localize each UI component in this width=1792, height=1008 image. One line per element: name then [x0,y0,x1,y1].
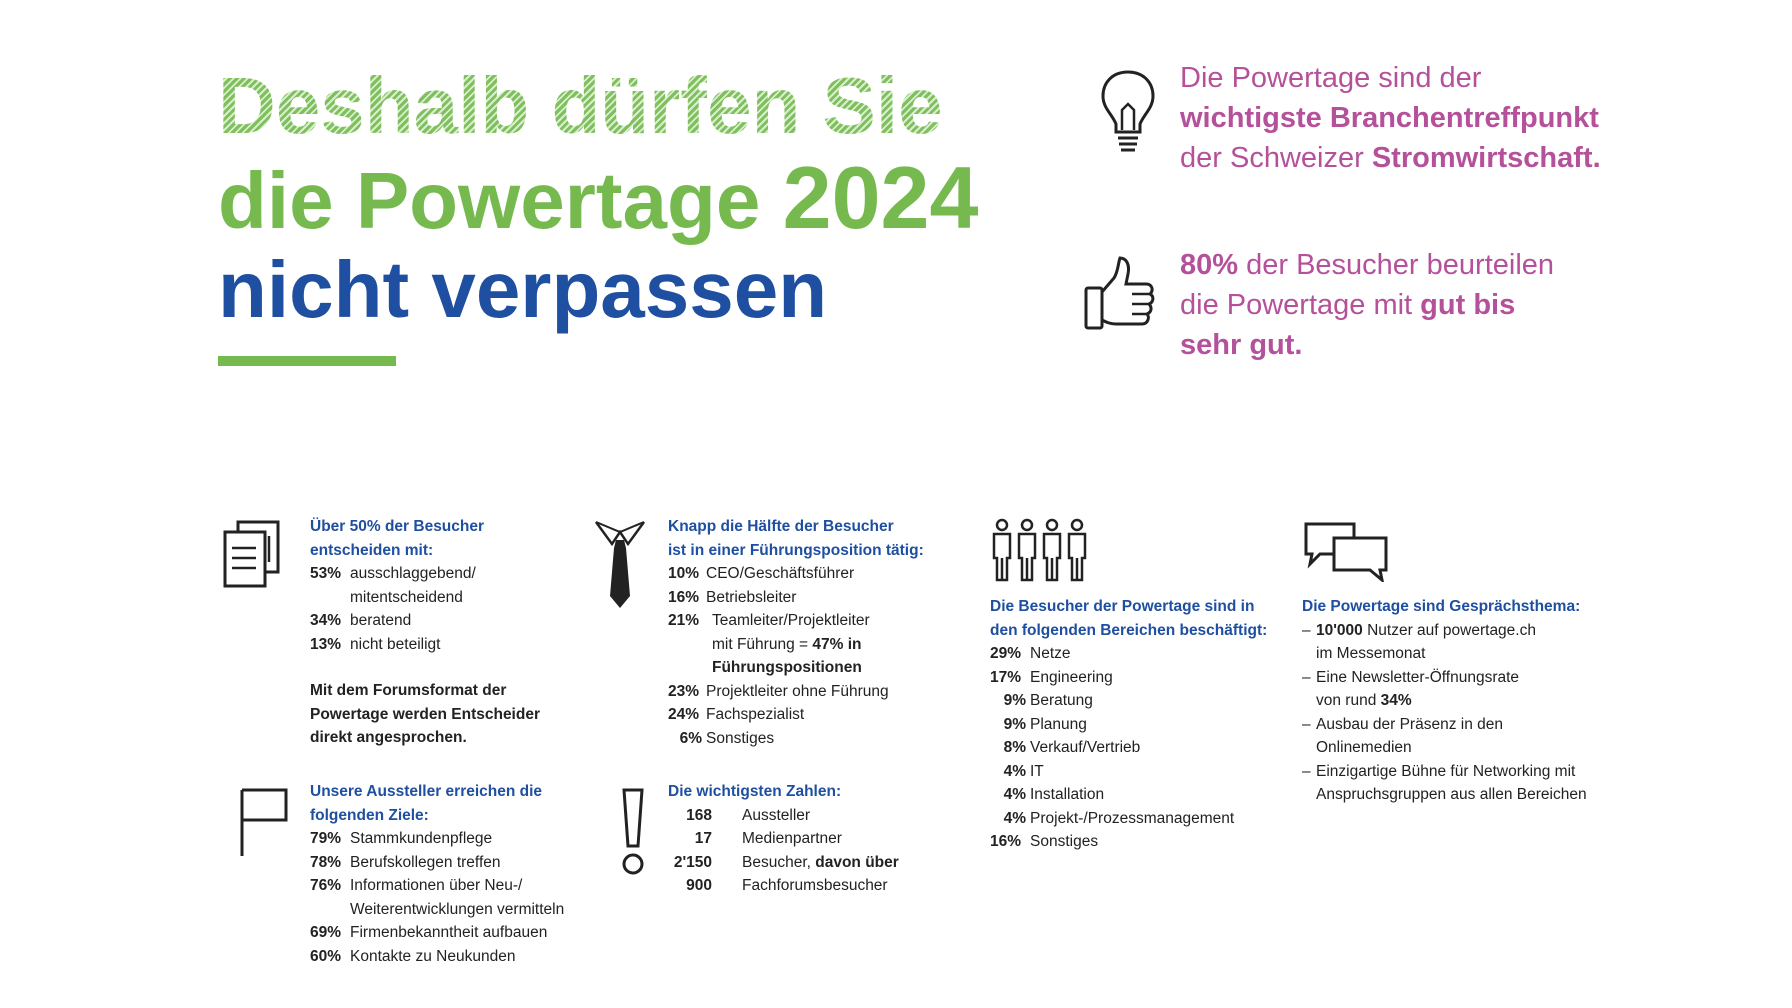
sectors-heading-1: Die Besucher der Powertage sind in [990,598,1255,615]
headline-line-3: nicht verpassen [218,245,828,334]
talking-point-block: Die Powertage sind Gesprächsthema: –10'0… [1302,595,1632,807]
list-item: 900 Fachforumsbesucher [686,877,888,894]
exhibitor-goals-block: Unsere Aussteller erreichen die folgende… [310,780,600,968]
list-item: 21% Teamleiter/Projektleiter [668,612,870,629]
flag-icon [240,788,288,856]
callout-1-line-2: wichtigste Branchentreffpunkt [1180,102,1599,134]
list-item-continuation: im Messemonat [1316,645,1426,662]
decisions-note-2: Powertage werden Entscheider [310,705,540,723]
list-item-continuation: Onlinemedien [1316,739,1412,756]
list-item-continuation: Anspruchsgruppen aus allen Bereichen [1316,786,1587,803]
people-icon [992,518,1087,582]
list-item: – Einzigartige Bühne für Networking mit [1302,762,1576,780]
decisions-block: Über 50% der Besucher entscheiden mit: 5… [310,515,590,750]
callout-1-line-3: der Schweizer Stromwirtschaft. [1180,142,1601,174]
list-item: 8% Verkauf/Vertrieb [1003,739,1141,756]
list-item: 168 Aussteller [686,806,811,824]
leadership-heading-1: Knapp die Hälfte der Besucher [668,518,894,535]
decisions-heading-1: Über 50% der Besucher [310,518,485,535]
list-item: 17% Engineering [990,668,1113,686]
list-item: 13% nicht beteiligt [310,635,441,653]
list-item: 24% Fachspezialist [668,706,805,723]
exclamation-icon [622,788,644,875]
list-item: 17 Medienpartner [694,830,842,847]
list-item: 53% ausschlaggebend/ [310,565,476,582]
list-item: 4% Installation [1003,786,1105,803]
thumbs-up-icon [1084,256,1155,330]
headline-line-2-text: die Powertage [218,156,761,245]
list-item: –10'000 Nutzer auf powertage.ch [1302,621,1536,639]
list-item: 6% Sonstiges [679,729,775,747]
headline-underline [218,356,396,366]
list-item: 16% Sonstiges [990,833,1099,850]
list-item: – Eine Newsletter-Öffnungsrate [1302,668,1520,686]
lightbulb-icon [1101,70,1155,152]
list-item: 76% Informationen über Neu-/ [310,877,523,894]
list-item: 10% CEO/Geschäftsführer [668,565,855,582]
list-item: 9% Planung [1003,715,1087,733]
list-item: 69% Firmenbekanntheit aufbauen [310,924,548,941]
speech-bubbles-icon [1304,522,1388,582]
documents-icon [223,520,280,588]
leadership-block: Knapp die Hälfte der Besucher ist in ein… [668,515,968,750]
sectors-block: Die Besucher der Powertage sind in den f… [990,595,1290,854]
callout-2-line-2: die Powertage mit gut bis [1180,289,1516,321]
callout-2-line-3: sehr gut. [1180,329,1303,361]
list-item-continuation: Weiterentwicklungen vermitteln [350,900,565,918]
talking-point-heading: Die Powertage sind Gesprächsthema: [1302,598,1581,615]
list-item: 16% Betriebsleiter [668,588,797,606]
tie-icon [594,521,646,608]
callout-most-important: Die Powertage sind der wichtigste Branch… [1180,58,1601,178]
list-item: 29% Netze [990,645,1071,662]
list-item-continuation: mit Führung = 47% in [712,635,862,653]
headline-line-1: Deshalb dürfen Sie [218,61,943,150]
callout-1-line-1: Die Powertage sind der [1180,62,1482,94]
list-item: – Ausbau der Präsenz in den [1302,715,1503,733]
list-item: 9% Beratung [1003,692,1093,709]
list-item: 60% Kontakte zu Neukunden [310,947,516,965]
list-item: 4% Projekt-/Prozessmanagement [1003,809,1235,827]
list-item-continuation: mitentscheidend [350,588,463,606]
list-item: 78% Berufskollegen treffen [310,853,501,871]
decisions-heading-2: entscheiden mit: [310,541,434,559]
key-figures-heading: Die wichtigsten Zahlen: [668,783,842,800]
exhibitor-goals-heading-1: Unsere Aussteller erreichen die [310,783,543,800]
list-item: 34% beratend [310,612,412,629]
callout-rating: 80% der Besucher beurteilen die Powertag… [1180,245,1554,365]
decisions-note-1: Mit dem Forumsformat der [310,682,507,699]
list-item: 79% Stammkundenpflege [310,830,493,847]
headline-year: 2024 [782,148,979,247]
exhibitor-goals-heading-2: folgenden Ziele: [310,806,429,824]
list-item: 23% Projektleiter ohne Führung [668,682,889,700]
sectors-heading-2: den folgenden Bereichen beschäftigt: [990,621,1268,639]
list-item-continuation: Führungspositionen [712,659,862,676]
callout-2-line-1: 80% der Besucher beurteilen [1180,249,1555,281]
leadership-heading-2: ist in einer Führungsposition tätig: [668,541,924,559]
headline-line-2: die Powertage 2024 [218,152,978,247]
key-figures-block: Die wichtigsten Zahlen: 168 Aussteller 17… [668,780,968,898]
list-item: 2'150 Besucher, davon über [673,853,899,871]
decisions-note-3: direkt angesprochen. [310,729,467,746]
list-item: 4% IT [1003,762,1044,780]
list-item-continuation: von rund 34% [1316,692,1412,709]
